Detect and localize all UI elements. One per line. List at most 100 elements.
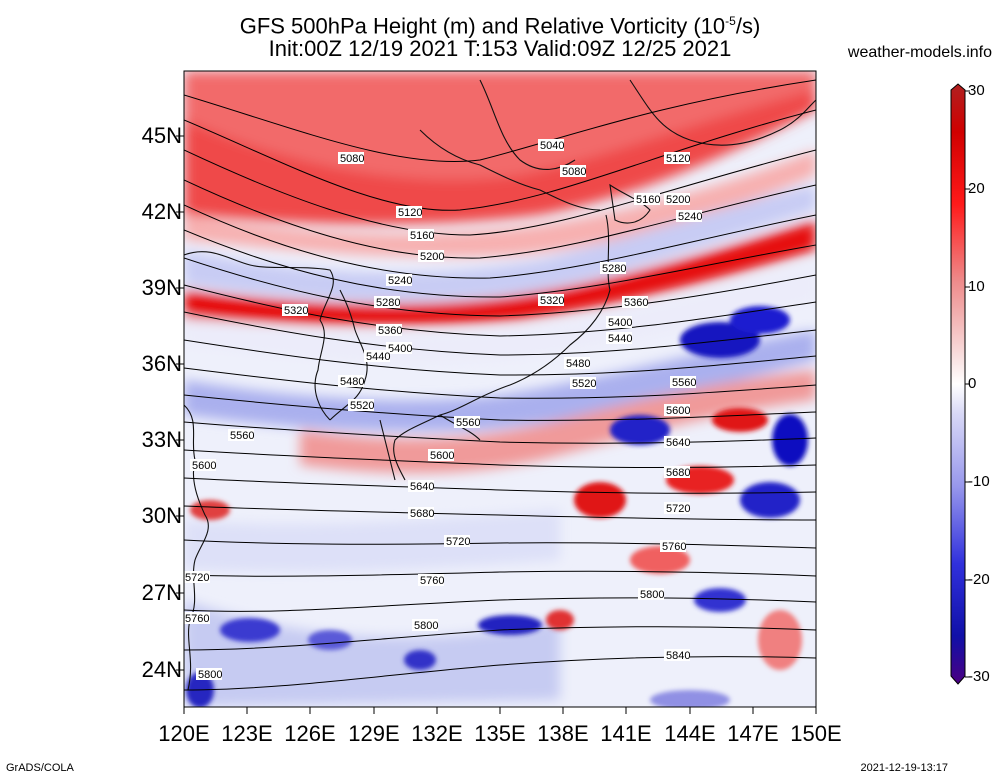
lat-label: 30N	[141, 503, 182, 528]
colorbar-tick: 0	[968, 375, 977, 392]
svg-text:5640: 5640	[666, 437, 690, 449]
svg-text:5800: 5800	[198, 669, 222, 681]
contour-label: 5720	[664, 502, 690, 515]
svg-text:5560: 5560	[230, 430, 254, 442]
svg-text:5600: 5600	[430, 450, 454, 462]
lat-label: 27N	[141, 580, 182, 605]
contour-label: 5080	[560, 165, 586, 178]
colorbar-tick: 30	[968, 82, 985, 99]
contour-label: 5760	[660, 540, 686, 553]
svg-text:5280: 5280	[602, 263, 626, 275]
contour-label: 5280	[374, 296, 400, 309]
svg-text:5440: 5440	[366, 351, 390, 363]
lon-label: 129E	[348, 721, 400, 746]
contour-label: 5520	[570, 377, 596, 390]
svg-text:5400: 5400	[608, 317, 632, 329]
svg-text:5400: 5400	[388, 343, 412, 355]
contour-label: 5400	[606, 316, 632, 329]
svg-text:5080: 5080	[340, 153, 364, 165]
svg-text:5080: 5080	[562, 166, 586, 178]
svg-text:5480: 5480	[566, 358, 590, 370]
svg-text:5600: 5600	[666, 405, 690, 417]
contour-label: 5160	[634, 193, 660, 206]
svg-text:5560: 5560	[672, 377, 696, 389]
svg-text:5520: 5520	[572, 378, 596, 390]
colorbar-tick: 10	[968, 278, 985, 295]
contour-label: 5800	[412, 619, 438, 632]
svg-text:5720: 5720	[446, 536, 470, 548]
svg-text:5120: 5120	[398, 207, 422, 219]
contour-label: 5320	[538, 294, 564, 307]
contour-label: 5600	[190, 459, 216, 472]
svg-text:5800: 5800	[414, 620, 438, 632]
lat-label: 45N	[141, 123, 182, 148]
credit-label: GrADS/COLA	[6, 762, 74, 774]
lon-label: 138E	[537, 721, 589, 746]
contour-label: 5440	[364, 350, 390, 363]
contour-label: 5840	[664, 649, 690, 662]
timestamp-label: 2021-12-19-13:17	[860, 762, 948, 774]
svg-text:5120: 5120	[666, 153, 690, 165]
svg-text:5840: 5840	[666, 650, 690, 662]
contour-label: 5640	[408, 480, 434, 493]
axis-ticks	[176, 135, 817, 714]
lon-label: 150E	[790, 721, 842, 746]
svg-text:5760: 5760	[185, 613, 209, 625]
lat-label: 36N	[141, 351, 182, 376]
svg-text:5720: 5720	[666, 503, 690, 515]
contour-label: 5200	[664, 193, 690, 206]
lat-label: 39N	[141, 275, 182, 300]
height-contours	[184, 79, 816, 691]
lon-label: 141E	[600, 721, 652, 746]
svg-text:5720: 5720	[185, 572, 209, 584]
contour-label: 5800	[638, 588, 664, 601]
lat-label: 42N	[141, 199, 182, 224]
contour-label: 5560	[454, 416, 480, 429]
svg-text:5240: 5240	[678, 211, 702, 223]
svg-text:5360: 5360	[624, 297, 648, 309]
svg-text:5280: 5280	[376, 297, 400, 309]
contour-label: 5360	[622, 296, 648, 309]
contour-label: 5120	[396, 206, 422, 219]
contour-label: 5240	[386, 274, 412, 287]
lon-label: 132E	[411, 721, 463, 746]
contour-label: 5720	[184, 571, 210, 584]
svg-text:5160: 5160	[636, 194, 660, 206]
contour-label: 5400	[386, 342, 412, 355]
colorbar-tick: -20	[968, 571, 990, 588]
colorbar-tick: -10	[968, 473, 990, 490]
svg-text:5360: 5360	[378, 325, 402, 337]
svg-text:5200: 5200	[420, 251, 444, 263]
colorbar-tick: 20	[968, 180, 985, 197]
svg-text:5320: 5320	[540, 295, 564, 307]
svg-text:5200: 5200	[666, 194, 690, 206]
contour-label: 5240	[676, 210, 702, 223]
svg-text:5760: 5760	[420, 575, 444, 587]
svg-text:5520: 5520	[350, 400, 374, 412]
contour-label: 5720	[444, 535, 470, 548]
svg-text:5640: 5640	[410, 481, 434, 493]
contour-label: 5160	[408, 229, 434, 242]
lon-label: 126E	[284, 721, 336, 746]
contour-label: 5480	[564, 357, 590, 370]
svg-text:5240: 5240	[388, 275, 412, 287]
contour-label: 5800	[196, 668, 222, 681]
lat-label: 33N	[141, 427, 182, 452]
svg-text:5760: 5760	[662, 541, 686, 553]
contour-label: 5760	[184, 612, 210, 625]
contour-label: 5600	[428, 449, 454, 462]
svg-text:5440: 5440	[608, 333, 632, 345]
chart-title-line2: Init:00Z 12/19 2021 T:153 Valid:09Z 12/2…	[268, 36, 732, 61]
colorbar	[950, 83, 970, 685]
svg-text:5040: 5040	[540, 140, 564, 152]
svg-text:5480: 5480	[340, 376, 364, 388]
contour-label: 5080	[338, 152, 364, 165]
lon-label: 120E	[158, 721, 210, 746]
svg-text:5320: 5320	[284, 305, 308, 317]
contour-label: 5480	[338, 375, 364, 388]
svg-text:5680: 5680	[666, 467, 690, 479]
svg-text:5600: 5600	[192, 460, 216, 472]
contour-label: 5560	[670, 376, 696, 389]
contour-label: 5320	[282, 304, 308, 317]
